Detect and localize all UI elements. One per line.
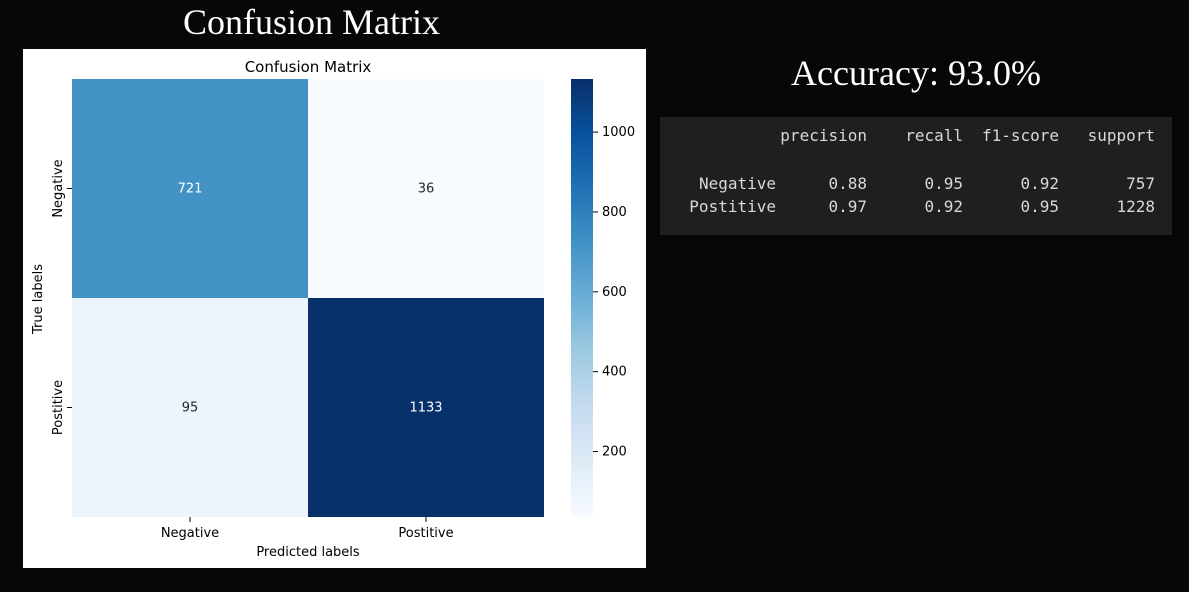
classification-report: precision recall f1-score support Negati… (660, 117, 1172, 235)
report-cell-support: 1228 (1116, 197, 1155, 216)
accuracy-display: Accuracy: 93.0% (660, 50, 1172, 96)
cell-value-label: 1133 (409, 401, 442, 416)
confusion-matrix-heatmap: Confusion Matrix 721 36 95 1133 Negative Pos… (31, 58, 635, 560)
accuracy-value: 93.0% (947, 53, 1041, 93)
colorbar-tick-label: 200 (602, 445, 627, 460)
report-cell-recall: 0.92 (924, 197, 963, 216)
report-cell-recall: 0.95 (924, 174, 963, 193)
report-row-label: Postitive (689, 197, 776, 216)
cell-value-label: 36 (418, 182, 435, 197)
cell-value-label: 95 (182, 401, 199, 416)
report-cell-f1-score: 0.92 (1020, 174, 1059, 193)
report-cell-precision: 0.88 (828, 174, 867, 193)
colorbar-tick-label: 800 (602, 205, 627, 220)
colorbar-tick-label: 600 (602, 285, 627, 300)
report-cell-support: 757 (1126, 174, 1155, 193)
heatmap-cell (308, 79, 544, 298)
chart-title: Confusion Matrix (245, 58, 372, 76)
page-title: Confusion Matrix (183, 2, 440, 42)
cell-value-label: 721 (178, 182, 203, 197)
confusion-matrix-figure: Confusion Matrix 721 36 95 1133 Negative Pos… (23, 49, 646, 568)
heatmap-cell (308, 298, 544, 517)
accuracy-label: Accuracy: (791, 53, 939, 93)
x-tick-label: Negative (161, 526, 219, 541)
y-tick-label: Postitive (51, 380, 66, 435)
report-cell-f1-score: 0.95 (1020, 197, 1059, 216)
colorbar (571, 79, 593, 517)
report-header-f1-score: f1-score (981, 126, 1059, 145)
x-axis-label: Predicted labels (256, 545, 360, 560)
y-tick-label: Negative (51, 159, 66, 217)
report-cell-precision: 0.97 (828, 197, 867, 216)
heatmap-cell (72, 79, 308, 298)
colorbar-tick-label: 1000 (602, 125, 635, 140)
heatmap-cell (72, 298, 308, 517)
report-header-precision: precision (780, 126, 867, 145)
colorbar-tick-label: 400 (602, 365, 627, 380)
report-header-support: support (1087, 126, 1155, 145)
report-row-label: Negative (698, 174, 776, 193)
report-header-recall: recall (905, 126, 963, 145)
x-tick-label: Postitive (398, 526, 453, 541)
y-axis-label: True labels (31, 264, 46, 335)
